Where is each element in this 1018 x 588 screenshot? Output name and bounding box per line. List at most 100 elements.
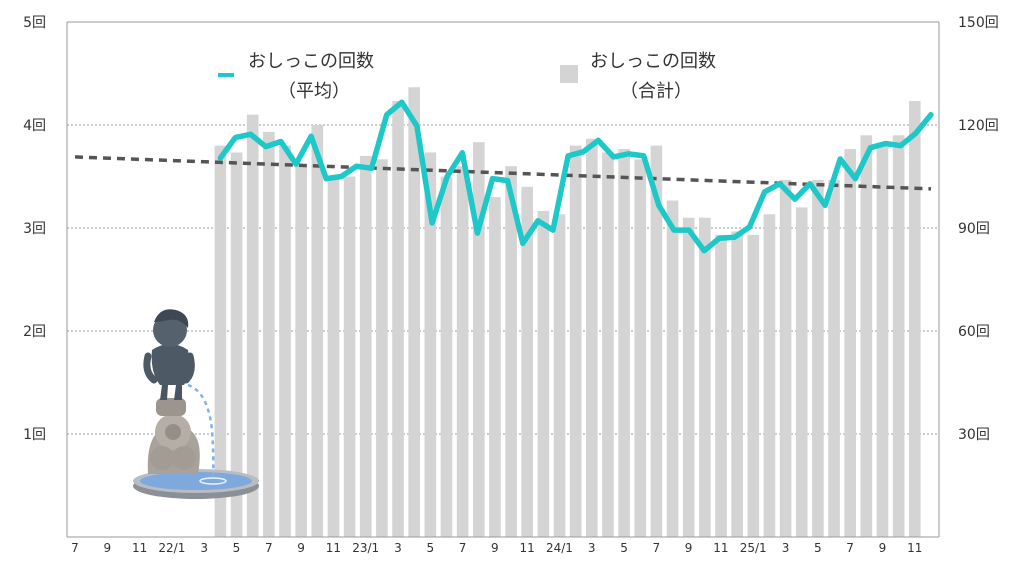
bar-total <box>779 179 792 537</box>
legend-sublabel-total: （合計） <box>620 81 692 102</box>
x-tick-label: 3 <box>200 541 208 555</box>
x-tick-label: 5 <box>814 541 822 555</box>
bar-total <box>650 145 663 537</box>
bar-total <box>602 152 614 537</box>
x-tick-label: 11 <box>520 541 535 555</box>
bar-total <box>715 234 727 537</box>
x-tick-label: 7 <box>71 541 79 555</box>
x-tick-label: 7 <box>265 541 273 555</box>
legend-label-average: おしっこの回数 <box>248 51 374 72</box>
bar-total <box>569 145 582 537</box>
bar-series-total <box>214 87 921 538</box>
bar-total <box>311 125 324 537</box>
legend-marker-average <box>218 73 234 77</box>
x-tick-label: 24/1 <box>546 541 573 555</box>
bar-total <box>553 214 566 537</box>
bar-total <box>618 149 630 538</box>
bar-total <box>343 176 356 537</box>
bar-total <box>295 166 307 537</box>
left-axis-ticks: 1回 2回 3回 4回 5回 <box>23 15 46 443</box>
left-tick-label: 4回 <box>23 118 46 134</box>
x-tick-label: 9 <box>879 541 887 555</box>
bar-total <box>699 217 711 537</box>
x-tick-label: 3 <box>394 541 402 555</box>
bar-total <box>230 152 243 537</box>
bar-total <box>408 87 420 537</box>
average-line <box>217 99 934 254</box>
x-tick-label: 9 <box>103 541 111 555</box>
x-tick-label: 5 <box>426 541 434 555</box>
right-tick-label: 120回 <box>958 118 999 134</box>
bar-total <box>634 159 647 538</box>
right-axis-ticks: 30回 60回 90回 120回 150回 <box>958 15 999 443</box>
bar-total <box>828 179 840 537</box>
right-tick-label: 30回 <box>958 427 990 443</box>
bar-total <box>666 200 679 538</box>
x-tick-label: 11 <box>713 541 728 555</box>
bar-total <box>763 214 776 537</box>
bar-total <box>263 131 275 537</box>
bar-total <box>392 100 404 537</box>
bar-total <box>456 166 469 537</box>
bar-total <box>505 166 517 537</box>
x-tick-label: 3 <box>588 541 596 555</box>
x-tick-label: 9 <box>685 541 693 555</box>
statue-fountain-illustration <box>133 309 259 499</box>
x-tick-label: 9 <box>491 541 499 555</box>
bar-total <box>440 176 453 537</box>
x-tick-label: 5 <box>233 541 241 555</box>
legend: おしっこの回数 （平均） おしっこの回数 （合計） <box>218 51 716 102</box>
x-tick-label: 7 <box>846 541 854 555</box>
legend-label-total: おしっこの回数 <box>590 51 716 72</box>
bar-total <box>876 145 889 537</box>
right-tick-label: 150回 <box>958 15 999 31</box>
x-tick-label: 7 <box>653 541 661 555</box>
x-tick-label: 11 <box>326 541 341 555</box>
bar-total <box>586 138 598 537</box>
trend-line <box>74 155 932 191</box>
bar-total <box>747 234 760 537</box>
left-tick-label: 3回 <box>23 221 46 237</box>
x-tick-label: 3 <box>782 541 790 555</box>
bar-total <box>812 179 824 537</box>
bar-total <box>682 217 695 537</box>
bar-total <box>424 152 437 537</box>
left-tick-label: 1回 <box>23 427 46 443</box>
x-tick-label: 22/1 <box>158 541 185 555</box>
bar-total <box>795 207 808 537</box>
left-tick-label: 5回 <box>23 15 46 31</box>
bar-total <box>489 197 501 537</box>
legend-sublabel-average: （平均） <box>278 81 350 102</box>
x-tick-label: 11 <box>132 541 147 555</box>
bar-total <box>860 135 873 538</box>
x-axis-ticks: 7 9 11 22/1 3 5 7 9 11 23/1 3 5 7 9 11 24/1 3 5 7 9 11 25/1 3 5… <box>71 541 922 555</box>
right-tick-label: 60回 <box>958 324 990 340</box>
axes <box>66 22 940 538</box>
line-series-average <box>217 99 934 254</box>
bar-total <box>359 155 372 537</box>
legend-marker-total <box>560 65 578 83</box>
bar-total <box>214 145 227 537</box>
x-tick-label: 7 <box>459 541 467 555</box>
x-tick-label: 25/1 <box>740 541 767 555</box>
trend-line-dashed <box>74 155 932 191</box>
bar-total <box>521 186 534 538</box>
bar-total <box>279 145 291 537</box>
bar-total <box>376 159 388 538</box>
gridlines <box>67 21 939 435</box>
right-tick-label: 90回 <box>958 221 990 237</box>
bar-total <box>537 210 550 538</box>
x-tick-label: 9 <box>297 541 305 555</box>
bar-total <box>246 114 259 537</box>
x-tick-label: 11 <box>907 541 922 555</box>
bar-total <box>844 149 856 538</box>
bar-total <box>908 100 921 537</box>
bar-total <box>472 142 485 537</box>
x-tick-label: 23/1 <box>352 541 379 555</box>
bar-total <box>892 135 905 538</box>
left-tick-label: 2回 <box>23 324 46 340</box>
bar-total <box>327 176 340 537</box>
bar-total <box>731 231 743 537</box>
x-tick-label: 5 <box>620 541 628 555</box>
